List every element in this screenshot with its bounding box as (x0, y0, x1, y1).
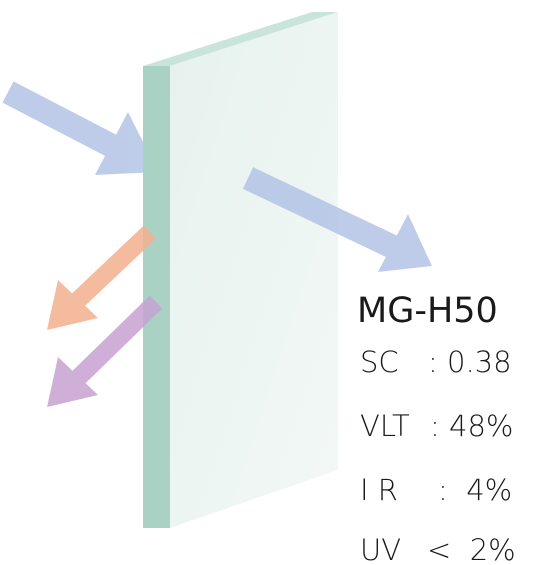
spec-value: < 2% (427, 533, 516, 565)
panel-face (170, 12, 338, 528)
spec-value: : 4% (438, 473, 512, 507)
incoming-light-arrow (2, 81, 158, 175)
product-name: MG-H50 (357, 291, 498, 331)
spec-label: SC (360, 345, 399, 379)
spec-label: VLT (360, 409, 410, 443)
panel-edge (143, 66, 170, 528)
panel-top (143, 12, 338, 66)
spec-value: : 48% (430, 409, 513, 443)
spec-label: UV (360, 533, 401, 565)
reflected-uv-arrow (47, 295, 163, 407)
reflected-heat-arrow (47, 225, 157, 330)
spec-list: SC : 0.38 VLT : 48% I R : 4% UV < 2% (360, 345, 516, 565)
transmitted-light-arrow (242, 167, 432, 272)
spec-label: I R (360, 473, 398, 507)
spec-value: : 0.38 (428, 345, 512, 379)
